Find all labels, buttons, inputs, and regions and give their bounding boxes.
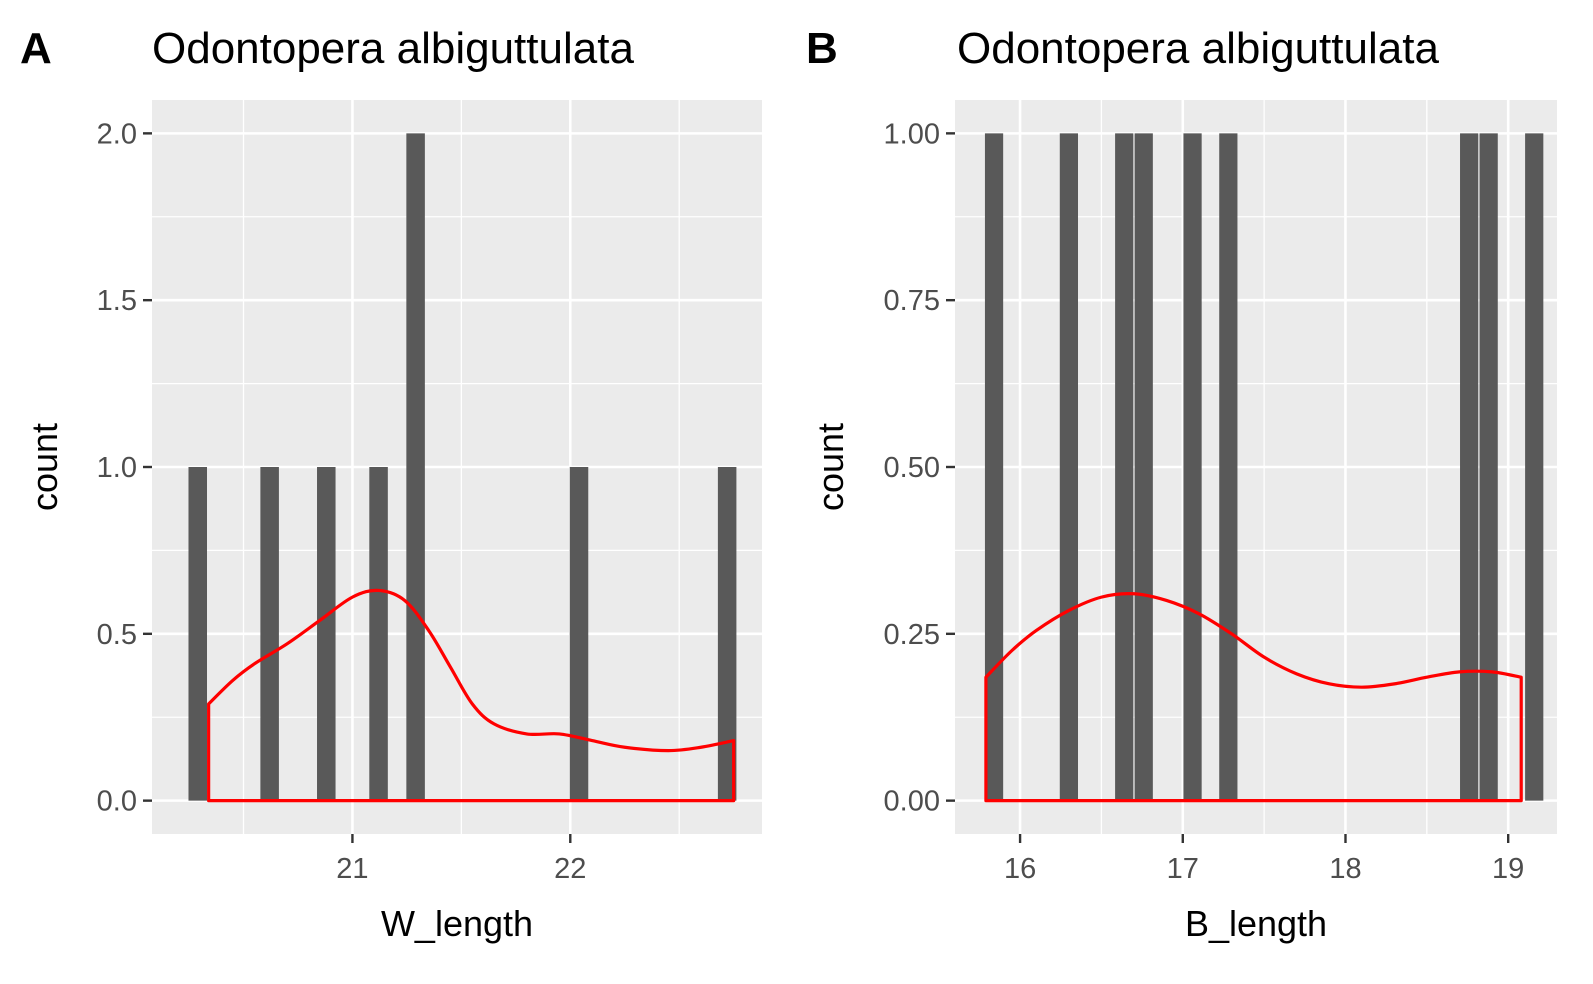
histogram-bar-6: [1219, 133, 1238, 801]
histogram-bar-3: [317, 467, 336, 801]
y-tick-label: 0.0: [97, 786, 137, 818]
x-tick-label: 19: [1492, 853, 1524, 885]
x-axis-title: W_length: [381, 903, 533, 944]
histogram-bar-2: [260, 467, 279, 801]
y-axis-title: count: [24, 423, 65, 511]
x-tick-label: 16: [1004, 853, 1036, 885]
x-tick-label: 21: [336, 853, 368, 885]
density-curve: [207, 588, 736, 803]
y-tick-label: 0.25: [884, 619, 940, 651]
histogram-bar-5: [406, 133, 425, 801]
y-tick-label: 1.00: [884, 118, 940, 150]
histogram-bar-1: [984, 133, 1004, 801]
panel-a: 0.0 0.5 1.0 1.5 2.0 21 22 W_length count A Odontop…: [20, 24, 762, 944]
y-tick-label: 1.5: [97, 285, 137, 317]
y-axis-title: count: [810, 423, 851, 511]
histogram-bar-4: [1134, 133, 1153, 801]
x-tick-label: 17: [1167, 853, 1199, 885]
histogram-bar-5: [1183, 133, 1202, 801]
histogram-bar-4: [369, 467, 388, 801]
histogram-bar-1: [188, 467, 208, 801]
panel-label: A: [20, 24, 52, 73]
chart-title: Odontopera albiguttulata: [152, 24, 634, 73]
histogram-bar-6: [569, 467, 589, 801]
y-tick-label: 0.5: [97, 619, 137, 651]
panel-b: 0.00 0.25 0.50 0.75 1.00 16 17 18 19 B_length coun…: [806, 24, 1557, 944]
x-axis-title: B_length: [1185, 903, 1327, 944]
x-tick-label: 18: [1329, 853, 1361, 885]
histogram-bar-7: [1460, 133, 1479, 801]
histogram-bar-9: [1525, 133, 1544, 801]
histogram-bar-2: [1059, 133, 1079, 801]
density-curve: [984, 592, 1523, 803]
x-tick-label: 22: [554, 853, 586, 885]
chart-title: Odontopera albiguttulata: [957, 24, 1439, 73]
y-tick-label: 2.0: [97, 118, 137, 150]
y-tick-label: 0.75: [884, 285, 940, 317]
y-tick-label: 1.0: [97, 452, 137, 484]
histogram-bar-8: [1479, 133, 1498, 801]
histogram-bar-3: [1115, 133, 1134, 801]
y-tick-label: 0.00: [884, 786, 940, 818]
histogram-bar-7: [717, 467, 737, 801]
panel-label: B: [806, 24, 838, 73]
y-tick-label: 0.50: [884, 452, 940, 484]
